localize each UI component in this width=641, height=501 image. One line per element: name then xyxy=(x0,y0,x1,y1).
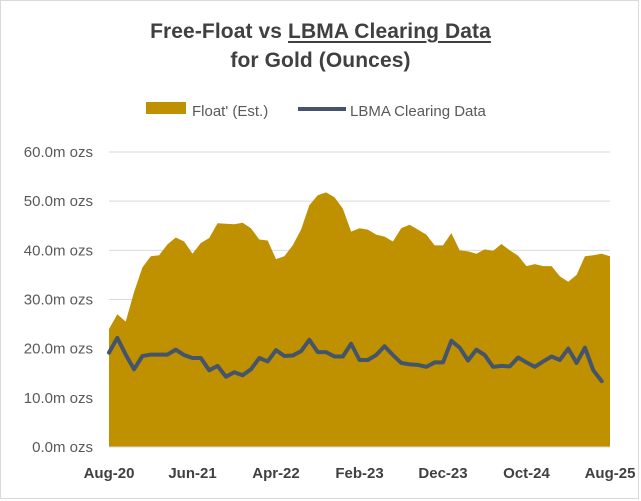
y-tick-label: 60.0m ozs xyxy=(24,144,93,161)
legend-lbma-label: LBMA Clearing Data xyxy=(350,103,487,120)
legend-float-swatch xyxy=(146,102,186,114)
series-lbma-line xyxy=(107,335,604,384)
chart-title-prefix: Free-Float vs xyxy=(150,20,289,43)
legend: Float' (Est.) LBMA Clearing Data xyxy=(146,102,487,120)
x-axis-ticks: Aug-20 Jun-21 Apr-22 Feb-23 Dec-23 Oct-24 Aug-… xyxy=(84,465,636,482)
y-tick-label: 40.0m ozs xyxy=(24,242,93,259)
x-tick-label: Aug-20 xyxy=(84,465,135,482)
plot-area xyxy=(107,192,610,448)
chart-title-underlined: LBMA Clearing Data xyxy=(288,20,491,43)
chart-title-line2: for Gold (Ounces) xyxy=(230,49,411,72)
chart-title-line1: Free-Float vs LBMA Clearing Data xyxy=(0,20,641,44)
x-tick-label: Jun-21 xyxy=(168,465,216,482)
y-tick-label: 20.0m ozs xyxy=(24,341,93,358)
x-tick-label: Feb-23 xyxy=(335,465,383,482)
x-tick-label: Oct-24 xyxy=(503,465,550,482)
y-tick-label: 30.0m ozs xyxy=(24,292,93,309)
y-tick-label: 50.0m ozs xyxy=(24,193,93,210)
y-axis-ticks: 0.0m ozs 10.0m ozs 20.0m ozs 30.0m ozs 40.0m… xyxy=(24,144,93,456)
series-float-area xyxy=(109,192,610,447)
x-tick-label: Aug-25 xyxy=(585,465,636,482)
y-tick-label: 0.0m ozs xyxy=(32,439,93,456)
x-tick-label: Apr-22 xyxy=(252,465,300,482)
legend-float-label: Float' (Est.) xyxy=(192,103,268,120)
x-tick-label: Dec-23 xyxy=(418,465,467,482)
y-tick-label: 10.0m ozs xyxy=(24,390,93,407)
